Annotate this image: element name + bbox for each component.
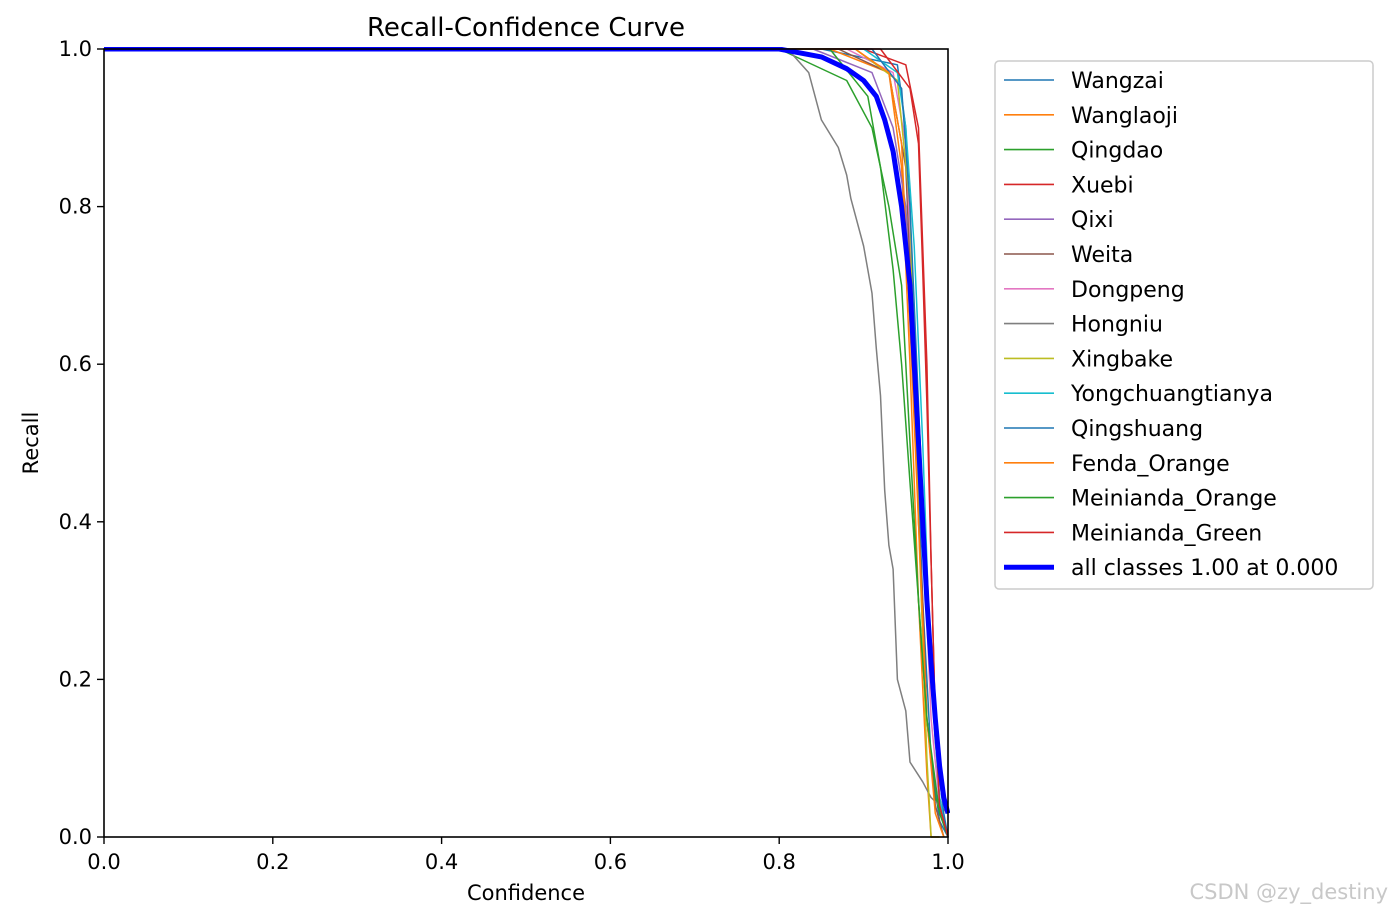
legend-label: Xingbake bbox=[1071, 347, 1173, 372]
series-line-meinianda-green bbox=[104, 48, 949, 838]
x-tick-label: 0.8 bbox=[762, 850, 795, 874]
series-line-meinianda-orange bbox=[104, 48, 949, 838]
chart-title: Recall-Confidence Curve bbox=[367, 13, 685, 43]
x-tick-label: 0.0 bbox=[87, 850, 120, 874]
series-line-qixi bbox=[104, 48, 949, 838]
y-tick-label: 0.4 bbox=[59, 510, 92, 534]
y-tick-label: 0.2 bbox=[59, 667, 92, 691]
legend: Wangzai Wanglaoji Qingdao Xuebi Qixi Weita Don… bbox=[994, 60, 1374, 590]
legend-label: Meinianda_Orange bbox=[1071, 487, 1277, 512]
x-tick-label: 0.6 bbox=[594, 850, 627, 874]
legend-label: Wanglaoji bbox=[1071, 104, 1178, 129]
watermark-text: CSDN @zy_destiny bbox=[1190, 880, 1389, 905]
legend-label: all classes 1.00 at 0.000 bbox=[1071, 556, 1338, 581]
legend-label: Weita bbox=[1071, 243, 1133, 268]
y-tick-label: 0.6 bbox=[59, 352, 92, 376]
legend-label: Qixi bbox=[1071, 208, 1114, 233]
legend-label: Wangzai bbox=[1071, 69, 1164, 94]
series-line-wanglaoji bbox=[104, 48, 940, 838]
legend-label: Fenda_Orange bbox=[1071, 452, 1230, 477]
series-line-all-classes-1-00-at-0-000 bbox=[104, 47, 950, 815]
y-tick-label: 1.0 bbox=[59, 37, 92, 61]
legend-label: Xuebi bbox=[1071, 173, 1134, 198]
series-line-wangzai bbox=[104, 48, 949, 838]
series-line-fenda-orange bbox=[104, 48, 945, 838]
series-line-qingshuang bbox=[104, 48, 949, 838]
series-line-qingdao bbox=[104, 48, 949, 838]
y-tick-label: 0.8 bbox=[59, 195, 92, 219]
series-line-xuebi bbox=[104, 48, 949, 838]
x-axis-ticks: 0.0 0.2 0.4 0.6 0.8 1.0 bbox=[87, 837, 965, 874]
legend-label: Meinianda_Green bbox=[1071, 521, 1262, 546]
legend-label: Dongpeng bbox=[1071, 278, 1185, 303]
plot-frame bbox=[103, 48, 949, 838]
x-tick-label: 0.4 bbox=[425, 850, 458, 874]
series-line-dongpeng bbox=[104, 48, 949, 838]
legend-label: Qingdao bbox=[1071, 139, 1163, 164]
y-axis-label: Recall bbox=[19, 412, 43, 475]
x-tick-label: 1.0 bbox=[931, 850, 964, 874]
legend-label: Hongniu bbox=[1071, 313, 1163, 338]
y-axis-ticks: 0.0 0.2 0.4 0.6 0.8 1.0 bbox=[59, 37, 104, 849]
legend-label: Yongchuangtianya bbox=[1070, 382, 1273, 407]
x-tick-label: 0.2 bbox=[256, 850, 289, 874]
plot-lines bbox=[104, 47, 950, 838]
series-line-weita bbox=[104, 48, 945, 838]
series-line-xingbake bbox=[104, 48, 940, 838]
legend-entries: Wangzai Wanglaoji Qingdao Xuebi Qixi Weita Don… bbox=[1004, 69, 1338, 581]
series-line-yongchuangtianya bbox=[104, 48, 949, 838]
legend-frame bbox=[994, 60, 1374, 590]
series-line-hongniu bbox=[104, 48, 949, 814]
y-tick-label: 0.0 bbox=[59, 825, 92, 849]
legend-label: Qingshuang bbox=[1071, 417, 1203, 442]
x-axis-label: Confidence bbox=[467, 881, 585, 905]
